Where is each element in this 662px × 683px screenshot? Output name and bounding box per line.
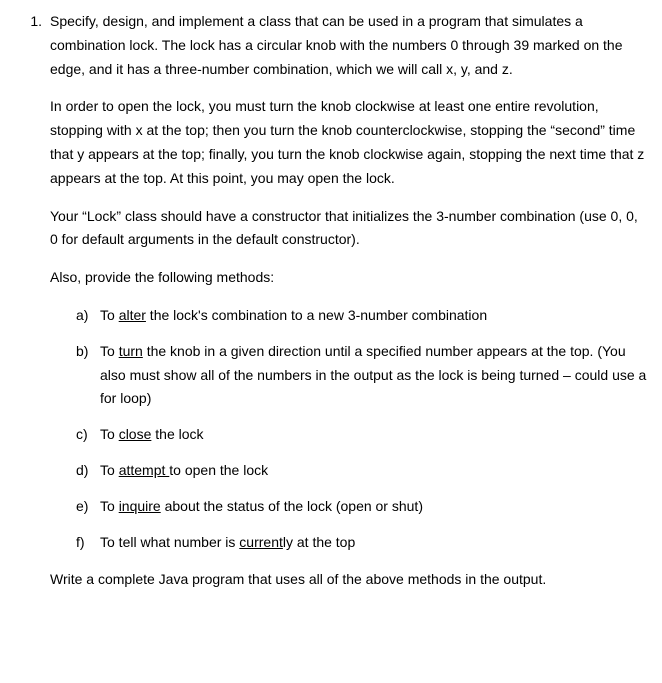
list-item: d) To attempt to open the lock [76, 459, 648, 483]
paragraph: Your “Lock” class should have a construc… [50, 205, 648, 253]
list-item-label: f) [76, 531, 100, 555]
text-pre: To tell what number is [100, 534, 239, 550]
document-page: 1. Specify, design, and implement a clas… [0, 0, 662, 683]
list-item-text: To attempt to open the lock [100, 459, 648, 483]
text-keyword: alter [119, 307, 146, 323]
methods-list: a) To alter the lock's combination to a … [50, 304, 648, 554]
paragraph: Also, provide the following methods: [50, 266, 648, 290]
list-item: a) To alter the lock's combination to a … [76, 304, 648, 328]
list-item: b) To turn the knob in a given direction… [76, 340, 648, 411]
text-post: about the status of the lock (open or sh… [161, 498, 423, 514]
text-keyword: turn [119, 343, 143, 359]
text-post: the lock's combination to a new 3-number… [146, 307, 487, 323]
question-block: 1. Specify, design, and implement a clas… [14, 10, 648, 606]
closing-paragraph: Write a complete Java program that uses … [50, 568, 648, 592]
text-pre: To [100, 426, 119, 442]
list-item-text: To alter the lock's combination to a new… [100, 304, 648, 328]
list-item-text: To close the lock [100, 423, 648, 447]
list-item: c) To close the lock [76, 423, 648, 447]
text-keyword: current [239, 534, 283, 550]
text-keyword: close [119, 426, 152, 442]
text-keyword: attempt [119, 462, 170, 478]
list-item-text: To turn the knob in a given direction un… [100, 340, 648, 411]
list-item-label: a) [76, 304, 100, 328]
list-item: f) To tell what number is currently at t… [76, 531, 648, 555]
text-post: the knob in a given direction until a sp… [100, 343, 646, 407]
text-pre: To [100, 307, 119, 323]
text-pre: To [100, 462, 119, 478]
text-keyword: inquire [119, 498, 161, 514]
question-body: Specify, design, and implement a class t… [50, 10, 648, 606]
list-item-label: e) [76, 495, 100, 519]
list-item-text: To tell what number is currently at the … [100, 531, 648, 555]
text-post: the lock [151, 426, 203, 442]
list-item-text: To inquire about the status of the lock … [100, 495, 648, 519]
list-item: e) To inquire about the status of the lo… [76, 495, 648, 519]
paragraph: In order to open the lock, you must turn… [50, 95, 648, 190]
list-item-label: b) [76, 340, 100, 411]
list-item-label: d) [76, 459, 100, 483]
text-pre: To [100, 343, 119, 359]
text-post: ly at the top [283, 534, 355, 550]
text-pre: To [100, 498, 119, 514]
text-post: to open the lock [169, 462, 268, 478]
question-number: 1. [14, 10, 50, 606]
list-item-label: c) [76, 423, 100, 447]
paragraph: Specify, design, and implement a class t… [50, 10, 648, 81]
